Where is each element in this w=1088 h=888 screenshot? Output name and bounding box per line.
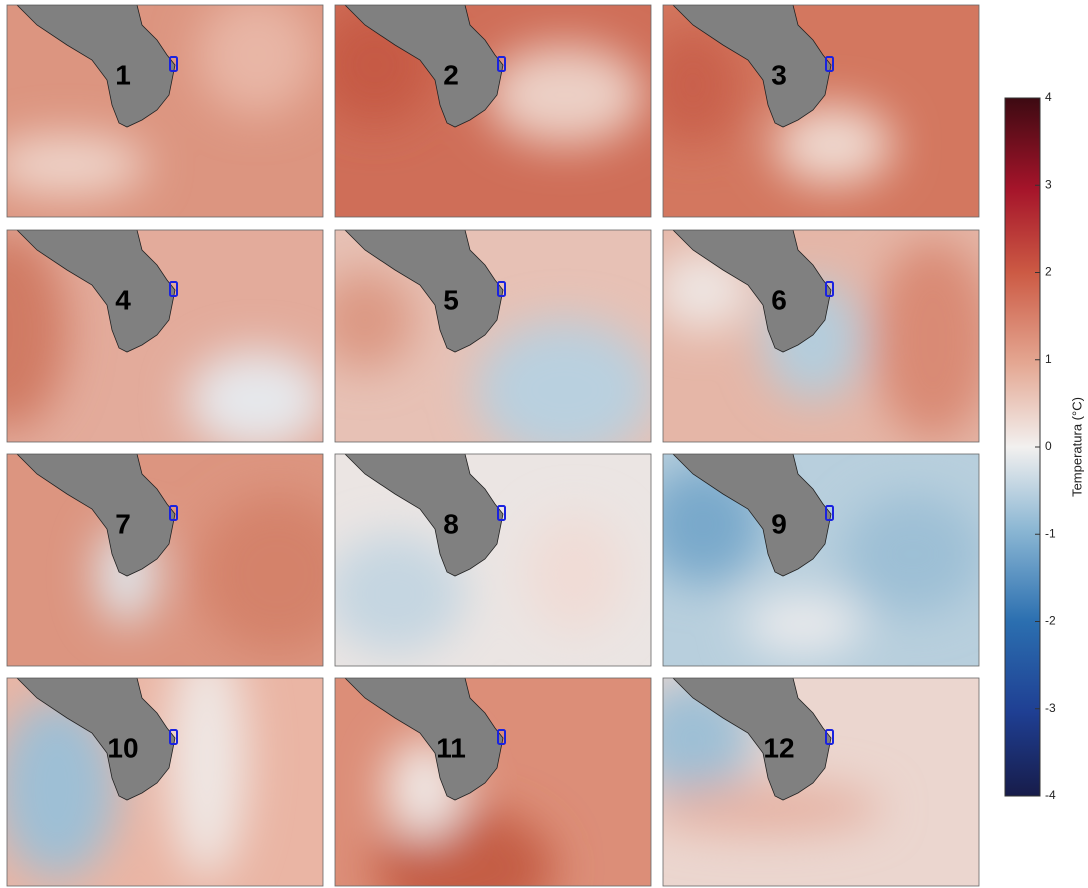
panel-label: 1 <box>115 59 131 90</box>
colorbar-tick-label: -1 <box>1045 526 1056 540</box>
map-panel: 4 <box>0 230 327 450</box>
field-blob <box>187 350 327 450</box>
field-blob <box>873 240 993 440</box>
map-panel: 11 <box>335 678 651 888</box>
map-panel: 8 <box>325 454 651 666</box>
colorbar-tick-label: -2 <box>1045 614 1056 628</box>
colorbar-tick-label: -4 <box>1045 788 1056 802</box>
map-panel: 1 <box>0 0 323 217</box>
map-panel: 5 <box>315 230 655 460</box>
panel-label: 12 <box>763 732 794 763</box>
panel-label: 4 <box>115 284 131 315</box>
field-blob <box>485 45 645 145</box>
field-blob <box>643 783 883 833</box>
field-blob <box>315 270 415 370</box>
colorbar-label: Temperatura (°C) <box>1069 397 1084 497</box>
panel-field <box>325 454 651 666</box>
field-blob <box>743 594 863 654</box>
panel-field <box>0 0 323 217</box>
map-panel: 10 <box>0 638 323 886</box>
colorbar-tick-label: 2 <box>1045 265 1052 279</box>
map-panel: 3 <box>643 5 979 217</box>
field-blob <box>197 494 357 654</box>
field-blob <box>525 514 625 634</box>
panel-field <box>643 454 983 666</box>
field-blob <box>843 494 983 614</box>
figure: 123456789101112 -4-3-2-101234 Temperatur… <box>0 0 1088 888</box>
map-panel: 7 <box>7 454 357 666</box>
panel-field <box>315 5 651 217</box>
map-panel: 2 <box>315 5 651 217</box>
colorbar-tick-label: 4 <box>1045 90 1052 104</box>
colorbar-tick-label: 3 <box>1045 177 1052 191</box>
field-blob <box>475 320 655 460</box>
map-panel: 12 <box>633 678 979 886</box>
panel-field <box>335 678 651 888</box>
panel-field <box>315 230 655 460</box>
panel-label: 11 <box>436 732 466 763</box>
panel-label: 5 <box>443 284 459 315</box>
colorbar-tick-label: -3 <box>1045 701 1056 715</box>
map-panel: 9 <box>643 454 983 666</box>
panel-field <box>643 5 979 217</box>
panel-label: 7 <box>115 508 131 539</box>
map-panel: 6 <box>653 230 993 442</box>
panel-label: 3 <box>771 59 787 90</box>
panel-field <box>633 678 979 886</box>
panel-label: 2 <box>443 59 459 90</box>
panel-label: 9 <box>771 508 787 539</box>
field-blob <box>197 0 317 115</box>
panel-label: 8 <box>443 508 459 539</box>
panel-field <box>7 454 357 666</box>
colorbar-tick-label: 0 <box>1045 439 1052 453</box>
panel-field <box>653 230 993 442</box>
panel-label: 10 <box>107 732 138 763</box>
panel-field <box>0 638 323 886</box>
panel-label: 6 <box>771 284 787 315</box>
colorbar-tick-label: 1 <box>1045 352 1052 366</box>
colorbar <box>1005 98 1040 796</box>
panel-field <box>0 230 327 450</box>
field-blob <box>167 638 247 878</box>
